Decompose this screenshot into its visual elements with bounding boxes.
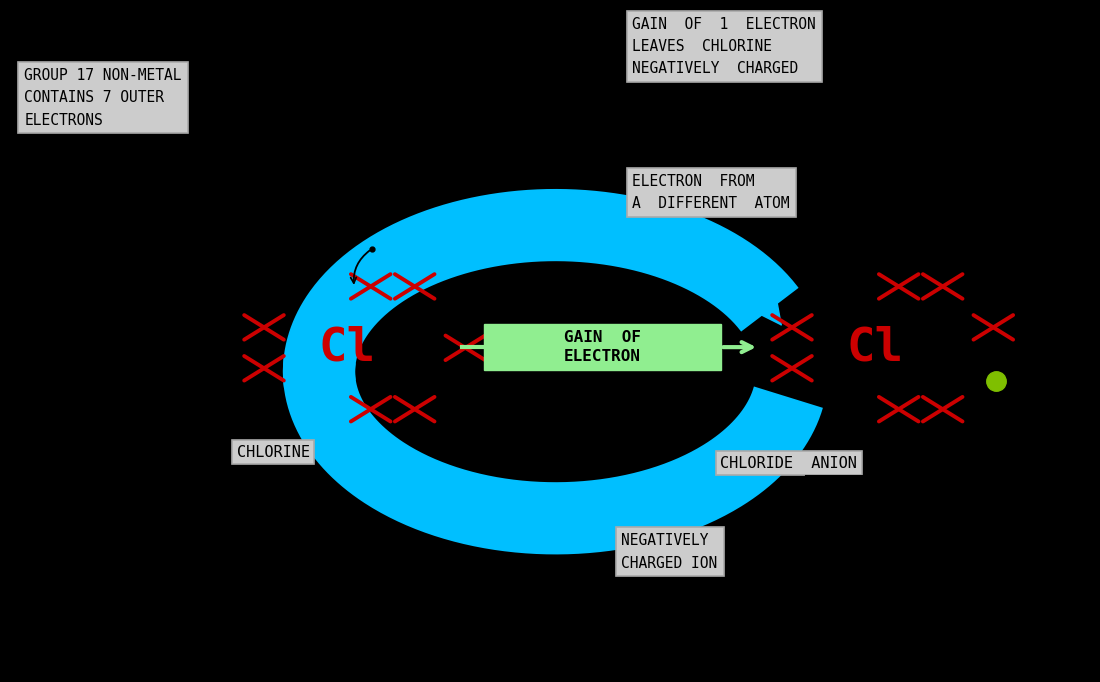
Text: CHLORIDE  ANION: CHLORIDE ANION: [720, 456, 857, 471]
Text: Cl: Cl: [846, 325, 903, 370]
Text: GROUP 17 NON-METAL
CONTAINS 7 OUTER
ELECTRONS: GROUP 17 NON-METAL CONTAINS 7 OUTER ELEC…: [24, 68, 182, 128]
Circle shape: [396, 273, 715, 471]
Text: ELECTRON  FROM
A  DIFFERENT  ATOM: ELECTRON FROM A DIFFERENT ATOM: [632, 174, 790, 211]
Text: CHLORINE: CHLORINE: [236, 445, 309, 460]
Text: Cl: Cl: [318, 325, 375, 370]
Text: NEGATIVELY
CHARGED ION: NEGATIVELY CHARGED ION: [621, 533, 717, 571]
Text: GAIN  OF  1  ELECTRON
LEAVES  CHLORINE
NEGATIVELY  CHARGED: GAIN OF 1 ELECTRON LEAVES CHLORINE NEGAT…: [632, 17, 816, 76]
FancyBboxPatch shape: [484, 324, 720, 370]
Text: GAIN  OF
ELECTRON: GAIN OF ELECTRON: [563, 330, 640, 364]
